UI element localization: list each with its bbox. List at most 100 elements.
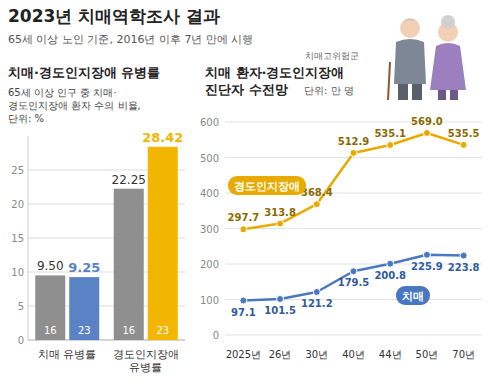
marker [460, 252, 467, 259]
lines [240, 130, 467, 305]
data-label: 569.0 [411, 116, 443, 127]
category-label: 30년 [305, 349, 328, 360]
grid-line [225, 228, 482, 229]
hair [400, 19, 420, 26]
marker [240, 297, 247, 304]
series-label: 23 [156, 325, 169, 336]
tick-label: 500 [200, 153, 219, 164]
leg [438, 90, 446, 100]
marker [350, 268, 357, 275]
grid-line [225, 335, 482, 336]
text-line: 진단자 수전망 [205, 82, 288, 97]
category-label: 26년 [269, 349, 292, 360]
tick-label: 100 [200, 295, 219, 306]
marker [460, 141, 467, 148]
marker [350, 149, 357, 156]
grid-line [225, 122, 482, 123]
data-label: 28.42 [142, 130, 183, 145]
data-label: 313.8 [264, 207, 296, 218]
text-line: 치매 환자·경도인지장애 [205, 65, 344, 80]
category-label: 치매 유병률 [38, 348, 97, 361]
tick-label: 10 [11, 267, 24, 278]
body [430, 43, 466, 90]
text-line: 유병률 [129, 361, 162, 374]
grid-line [225, 157, 482, 158]
data-label: 225.9 [411, 261, 443, 272]
tick-label: 300 [200, 224, 219, 235]
legend-badge [396, 286, 430, 305]
body [394, 39, 426, 84]
leg [450, 90, 458, 100]
data-label: 200.8 [374, 270, 406, 281]
leg [398, 84, 408, 100]
data-label: 121.2 [301, 298, 333, 309]
data-label: 297.7 [228, 212, 260, 223]
legend-item: 치매 [396, 286, 430, 305]
marker [423, 251, 430, 258]
data-label: 9.25 [68, 260, 100, 275]
bar [114, 189, 144, 340]
page-title: 2023년 치매역학조사 결과 [8, 6, 220, 26]
line [243, 255, 463, 301]
tick-label: 25 [11, 165, 24, 176]
bar [35, 275, 65, 340]
series-label: 23 [78, 325, 91, 336]
marker [240, 226, 247, 233]
chart-subtitle: 단위: 만 명 [304, 85, 354, 96]
category-label: 40년 [342, 349, 365, 360]
marker [313, 288, 320, 295]
data-label: 22.25 [112, 173, 146, 187]
marker [387, 260, 394, 267]
data-label: 535.5 [448, 128, 480, 139]
marker [387, 142, 394, 149]
page-subtitle: 65세 이상 노인 기준, 2016년 이후 7년 만에 시행 [8, 33, 253, 46]
tick-label: 600 [200, 117, 219, 128]
axis-line [28, 136, 29, 340]
category-label: 경도인지장애유병률 [113, 348, 179, 374]
tick-label: 20 [11, 199, 24, 210]
illustration [388, 15, 466, 100]
data-label: 368.4 [301, 187, 333, 198]
data-label: 101.5 [264, 305, 296, 316]
data-label: 179.5 [338, 277, 370, 288]
tick-label: 15 [11, 233, 24, 244]
marker [423, 130, 430, 137]
hair [441, 15, 455, 29]
tick-label: 0 [18, 335, 24, 346]
tick-label: 200 [200, 259, 219, 270]
chart-subtitle: 65세 이상 인구 중 치매· 경도인지장애 환자 수의 비율, 단위: % [8, 87, 141, 124]
text-line: 경도인지장애 환자 수의 비율, [8, 100, 141, 111]
text-line: 경도인지장애 [113, 348, 179, 361]
data-label: 512.9 [338, 136, 370, 147]
series-label: 16 [44, 325, 57, 336]
text-line: 단위: % [8, 113, 44, 124]
legend-label: 경도인지장애 [234, 180, 300, 193]
annotation: 치매고위험군 [305, 51, 359, 61]
legend-label: 치매 [402, 290, 424, 303]
legend-item: 경도인지장애 [228, 176, 306, 195]
marker [313, 201, 320, 208]
category-label: 50년 [416, 349, 439, 360]
page: 2023년 치매역학조사 결과 65세 이상 노인 기준, 2016년 이후 7년… [0, 0, 490, 387]
background [0, 0, 490, 387]
data-label: 223.8 [448, 262, 480, 273]
bar [148, 147, 178, 340]
data-label: 535.1 [374, 128, 406, 139]
bar [69, 277, 99, 340]
series-label: 16 [122, 325, 135, 336]
grid-line [225, 264, 482, 265]
legend-badge [228, 176, 306, 195]
marker [277, 220, 284, 227]
marker [277, 295, 284, 302]
bars [35, 147, 178, 340]
category-label: 70년 [452, 349, 475, 360]
text-line: 65세 이상 인구 중 치매· [8, 87, 117, 98]
tick-label: 400 [200, 188, 219, 199]
data-label: 9.50 [37, 259, 64, 273]
head [400, 18, 420, 38]
data-label: 97.1 [231, 307, 256, 318]
cane [388, 62, 390, 100]
category-label: 2025년 [226, 349, 261, 360]
chart-title: 치매·경도인지장애 유병률 [8, 65, 160, 80]
leg [412, 84, 422, 100]
